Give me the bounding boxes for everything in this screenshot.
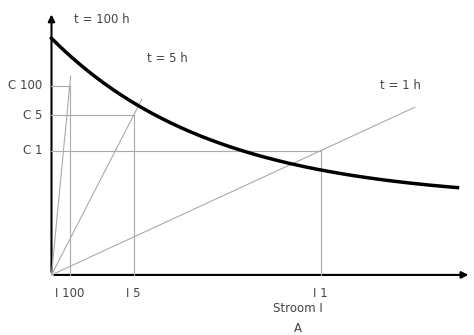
Text: I 5: I 5 (127, 287, 141, 300)
Text: C 100: C 100 (8, 79, 42, 92)
Text: C 1: C 1 (23, 144, 42, 157)
Text: C 5: C 5 (23, 109, 42, 122)
Text: t = 100 h: t = 100 h (74, 13, 130, 26)
Text: t = 1 h: t = 1 h (380, 79, 421, 92)
Text: t = 5 h: t = 5 h (147, 52, 188, 65)
Text: Stroom I: Stroom I (273, 302, 323, 315)
Text: A: A (294, 322, 302, 335)
Text: I 1: I 1 (313, 287, 328, 300)
Text: I 100: I 100 (55, 287, 84, 300)
